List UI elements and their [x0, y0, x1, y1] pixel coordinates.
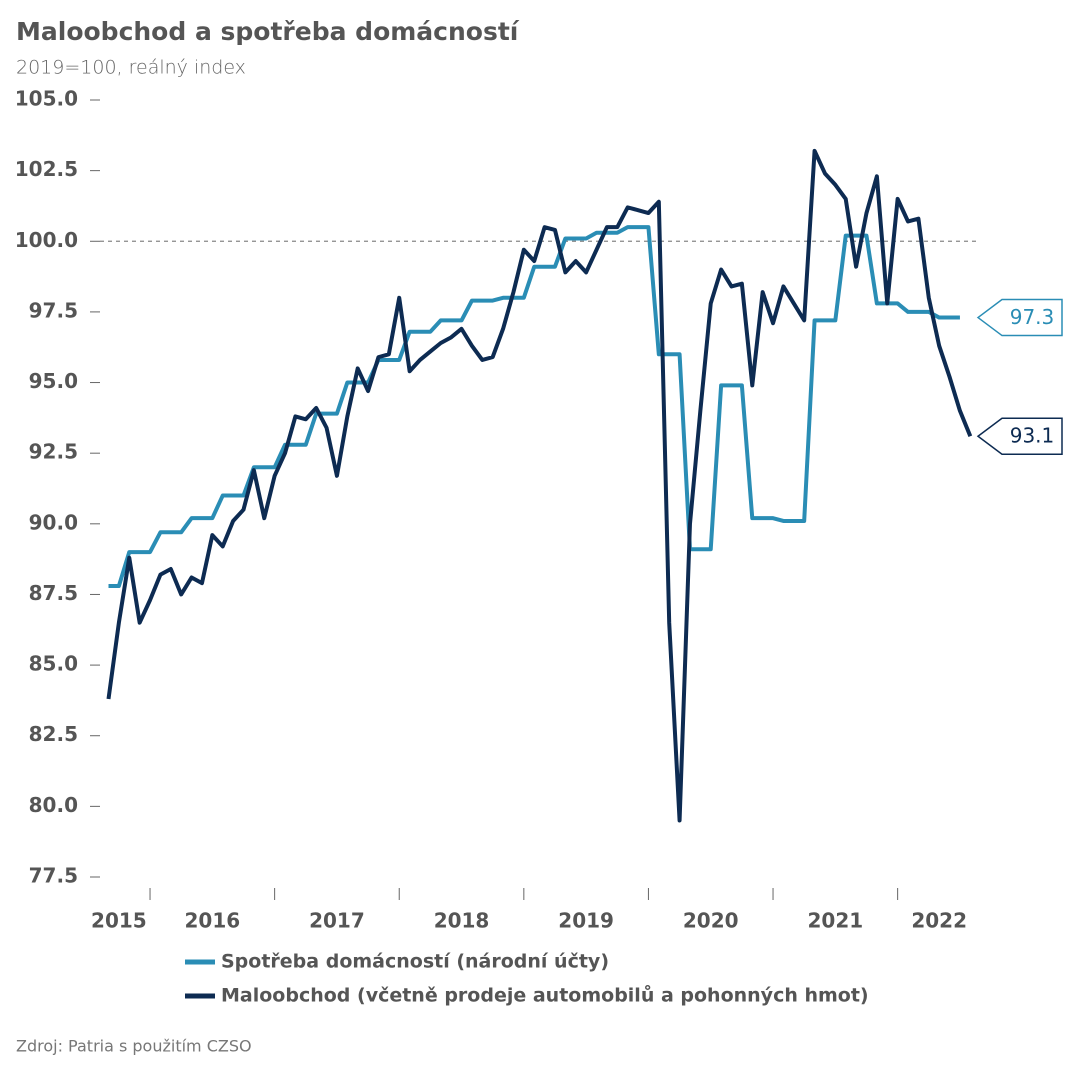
x-tick-label: 2016 [184, 909, 240, 933]
y-tick-label: 102.5 [15, 157, 78, 181]
y-tick-label: 100.0 [15, 228, 78, 252]
end-label: 97.3 [1010, 305, 1055, 329]
legend-label: Maloobchod (včetně prodeje automobilů a … [221, 984, 869, 1007]
source: Zdroj: Patria s použitím CZSO [16, 1037, 252, 1056]
y-tick-label: 92.5 [29, 440, 78, 464]
y-tick-label: 95.0 [29, 369, 78, 393]
y-tick-label: 85.0 [29, 652, 78, 676]
y-tick-label: 97.5 [29, 298, 78, 322]
series-line [108, 225, 960, 588]
y-tick-label: 82.5 [29, 722, 78, 746]
end-callout-box [976, 417, 1063, 455]
x-tick-label: 2020 [683, 909, 739, 933]
x-tick-label: 2015 [91, 909, 147, 933]
end-label: 93.1 [1010, 424, 1055, 448]
series-line [106, 148, 973, 823]
legend-label: Spotřeba domácností (národní účty) [221, 951, 609, 973]
x-tick-label: 2021 [807, 909, 863, 933]
x-tick-label: 2019 [558, 909, 614, 933]
x-tick-label: 2018 [434, 909, 490, 933]
y-tick-label: 105.0 [15, 87, 78, 111]
y-tick-label: 87.5 [29, 581, 78, 605]
y-tick-label: 90.0 [29, 510, 78, 534]
chart-title: Maloobchod a spotřeba domácností [16, 17, 520, 46]
chart-subtitle: 2019=100, reálný index [16, 57, 246, 79]
x-tick-label: 2017 [309, 909, 365, 933]
end-callout-box [976, 298, 1063, 337]
x-tick-label: 2022 [911, 909, 967, 933]
y-tick-label: 77.5 [29, 864, 78, 888]
y-tick-label: 80.0 [29, 793, 78, 817]
